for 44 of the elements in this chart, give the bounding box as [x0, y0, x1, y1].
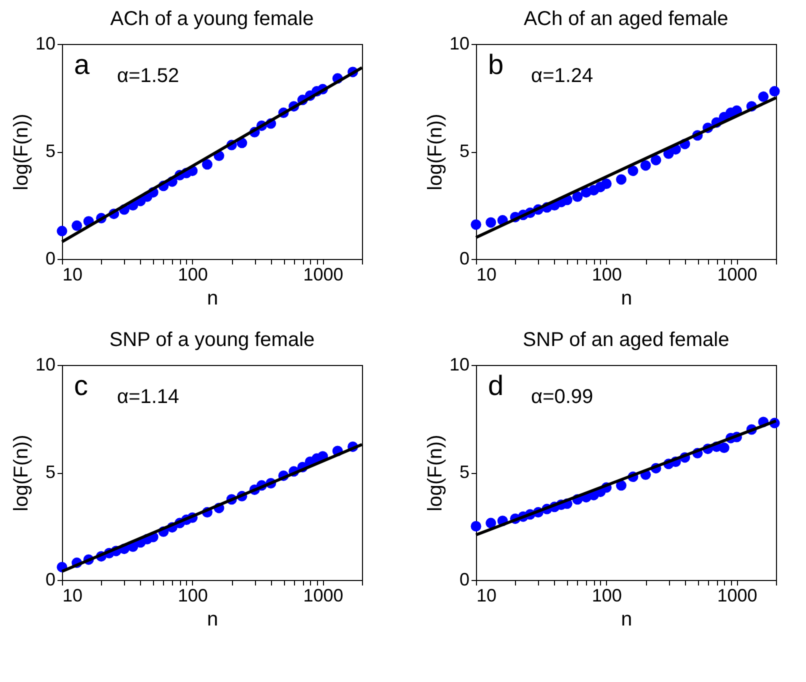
annotation: α=1.52: [117, 65, 180, 87]
y-tick-label: 5: [459, 141, 470, 161]
x-axis-title: n: [206, 608, 218, 630]
y-axis-title: log(F(n)): [10, 434, 32, 512]
y-tick-label: 5: [45, 141, 56, 161]
x-axis-title: n: [206, 288, 218, 310]
annotation: c: [74, 370, 88, 401]
y-tick-label: 0: [45, 248, 56, 268]
x-tick-label: 100: [592, 264, 622, 284]
y-tick-label: 10: [449, 354, 470, 374]
y-tick-label: 0: [459, 248, 470, 268]
y-tick-label: 0: [45, 570, 56, 590]
y-tick-label: 10: [35, 354, 56, 374]
x-tick-label: 100: [178, 264, 208, 284]
chart-title: SNP of an aged female: [522, 329, 730, 351]
x-axis-title: n: [620, 288, 632, 310]
annotation: α=0.99: [531, 386, 594, 408]
y-tick-label: 5: [45, 462, 56, 482]
chart-title: ACh of a young female: [110, 8, 314, 30]
y-tick-label: 10: [449, 34, 470, 54]
x-tick-label: 100: [592, 586, 622, 606]
y-axis-title: log(F(n)): [424, 434, 446, 512]
x-tick-label: 100: [178, 586, 208, 606]
x-axis-title: n: [620, 608, 632, 630]
x-tick-label: 1000: [303, 586, 344, 606]
annotation: a: [74, 49, 90, 80]
y-axis-title: log(F(n)): [10, 114, 32, 190]
x-tick-label: 10: [62, 586, 83, 606]
annotation: d: [488, 370, 504, 401]
x-tick-label: 1000: [717, 264, 758, 284]
x-tick-label: 1000: [717, 586, 758, 606]
x-tick-label: 1000: [303, 264, 344, 284]
x-tick-label: 10: [476, 586, 497, 606]
y-tick-label: 5: [459, 462, 470, 482]
y-tick-label: 10: [35, 34, 56, 54]
annotation: α=1.14: [117, 386, 180, 408]
annotation: b: [488, 49, 504, 80]
x-tick-label: 10: [476, 264, 497, 284]
chart-title: ACh of an aged female: [524, 8, 728, 30]
x-tick-label: 10: [62, 264, 83, 284]
y-axis-title: log(F(n)): [424, 114, 446, 190]
annotation: α=1.24: [531, 65, 594, 87]
chart-title: SNP of a young female: [109, 329, 315, 351]
y-tick-label: 0: [459, 570, 470, 590]
